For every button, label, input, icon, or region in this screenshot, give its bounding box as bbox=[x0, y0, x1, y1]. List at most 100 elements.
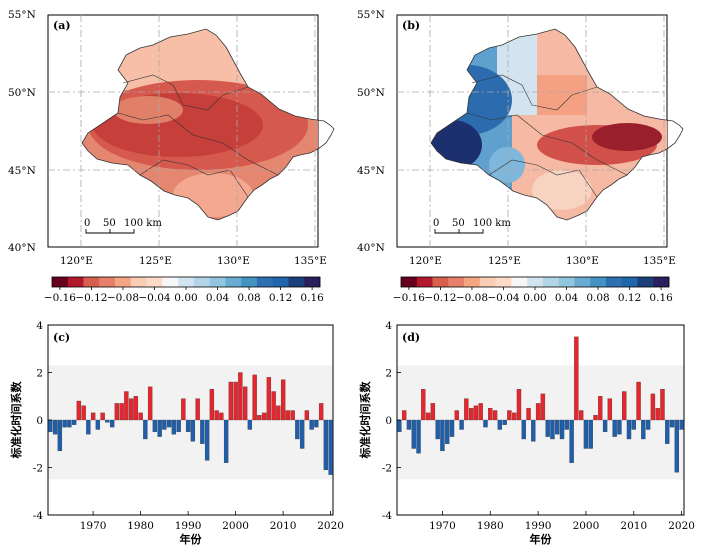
bar bbox=[631, 419, 636, 430]
colorbar-tick-label: −0.04 bbox=[138, 292, 170, 304]
bar bbox=[95, 419, 101, 430]
colorbar-swatch bbox=[130, 277, 147, 287]
y-tick-label: -4 bbox=[33, 510, 44, 522]
svg-text:40°N: 40°N bbox=[8, 242, 36, 254]
bar bbox=[449, 419, 455, 437]
bar bbox=[636, 381, 641, 421]
bar bbox=[421, 388, 426, 421]
bar bbox=[190, 419, 196, 442]
bar bbox=[328, 419, 333, 475]
colorbar-swatch bbox=[495, 277, 512, 287]
colorbar-swatch bbox=[653, 277, 670, 287]
bar bbox=[261, 412, 267, 421]
bar bbox=[219, 412, 224, 421]
bar bbox=[52, 419, 58, 435]
svg-text:125°E: 125°E bbox=[139, 255, 172, 267]
bar bbox=[200, 419, 205, 444]
bar bbox=[497, 419, 503, 430]
colorbar-swatch bbox=[256, 277, 274, 287]
map-grid bbox=[48, 15, 318, 247]
colorbar-tick-label: −0.16 bbox=[44, 292, 76, 304]
panel-label: (b) bbox=[402, 19, 420, 32]
bar bbox=[185, 419, 191, 433]
colorbar-swatch bbox=[146, 277, 163, 287]
colorbar-tick-label: 0.00 bbox=[523, 292, 546, 304]
y-axis-title: 标准化时间系数 bbox=[358, 381, 372, 460]
bar bbox=[655, 407, 660, 421]
colorbar-swatch bbox=[52, 277, 69, 287]
bar bbox=[257, 415, 262, 421]
colorbar-swatch bbox=[67, 277, 84, 287]
bar bbox=[124, 391, 129, 421]
svg-text:50: 50 bbox=[452, 218, 465, 229]
y-tick-label: 4 bbox=[36, 320, 43, 332]
bar bbox=[569, 419, 574, 463]
bar bbox=[435, 419, 440, 440]
scale-bar: 0 50 100 km bbox=[433, 218, 511, 234]
x-tick-label: 2020 bbox=[668, 520, 695, 532]
bar bbox=[209, 388, 215, 421]
colorbar-tick-label: 0.16 bbox=[649, 292, 673, 304]
svg-text:130°E: 130°E bbox=[566, 255, 599, 267]
bar bbox=[252, 374, 257, 421]
bar bbox=[233, 381, 238, 421]
colorbar-swatch bbox=[511, 277, 528, 287]
bar bbox=[660, 388, 665, 421]
svg-text:55°N: 55°N bbox=[8, 9, 36, 21]
bar bbox=[67, 419, 72, 428]
bar bbox=[242, 386, 248, 421]
bar bbox=[100, 412, 105, 421]
x-axis-title: 年份 bbox=[530, 532, 553, 546]
y-tick-label: 0 bbox=[385, 415, 392, 427]
bar bbox=[416, 419, 421, 454]
colorbar-swatch bbox=[241, 277, 258, 287]
bar bbox=[157, 419, 162, 437]
x-tick-label: 2010 bbox=[270, 520, 297, 532]
bar bbox=[81, 405, 86, 421]
colorbar-tick-label: 0.16 bbox=[300, 292, 324, 304]
colorbar-tick-label: 0.00 bbox=[174, 292, 197, 304]
svg-text:40°N: 40°N bbox=[357, 242, 385, 254]
svg-text:135°E: 135°E bbox=[294, 255, 327, 267]
colorbar-swatch bbox=[99, 277, 116, 287]
colorbar-swatch bbox=[621, 277, 638, 287]
svg-text:45°N: 45°N bbox=[8, 165, 36, 177]
svg-text:0: 0 bbox=[433, 218, 439, 229]
bar bbox=[401, 410, 407, 421]
map-a-lat-labels: 55°N 50°N 45°N 40°N bbox=[8, 9, 36, 254]
svg-text:50°N: 50°N bbox=[357, 87, 385, 99]
bar bbox=[468, 407, 474, 421]
colorbar-swatch bbox=[304, 277, 321, 287]
colorbar-swatch bbox=[605, 277, 623, 287]
svg-text:50°N: 50°N bbox=[8, 87, 36, 99]
bar bbox=[425, 412, 431, 421]
bar bbox=[669, 419, 675, 428]
bar bbox=[612, 419, 617, 437]
bar bbox=[550, 419, 555, 440]
x-tick-label: 1980 bbox=[127, 520, 154, 532]
colorbar-swatch bbox=[590, 277, 607, 287]
bar bbox=[143, 419, 148, 440]
bar bbox=[318, 403, 324, 421]
bar bbox=[86, 419, 91, 435]
bar bbox=[488, 407, 493, 421]
bar bbox=[535, 403, 541, 421]
svg-text:100 km: 100 km bbox=[124, 218, 162, 229]
bar bbox=[285, 410, 291, 421]
bar-chart-c: 4 2 0 -2 -4 1970 1980 1990 2000 2010 2020 (c) 年份 标准化时… bbox=[9, 320, 344, 546]
bar bbox=[171, 419, 177, 435]
colorbar-a: −0.16 −0.12 −0.08 −0.04 0.00 0.04 0.08 0.12 0.16 bbox=[44, 276, 324, 304]
colorbar-tick-label: −0.04 bbox=[487, 292, 519, 304]
bar bbox=[459, 419, 464, 430]
bar bbox=[674, 419, 680, 473]
bar bbox=[406, 419, 412, 430]
colorbar-swatch bbox=[637, 277, 654, 287]
map-panel-a: (a) 0 50 100 km bbox=[47, 14, 335, 248]
colorbar-tick-label: −0.08 bbox=[107, 292, 139, 304]
plot-backdrop bbox=[397, 365, 684, 480]
x-tick-label: 1980 bbox=[477, 520, 504, 532]
bar bbox=[602, 419, 608, 433]
y-tick-label: 2 bbox=[36, 368, 43, 380]
bar bbox=[440, 419, 445, 452]
colorbar-tick-label: −0.08 bbox=[456, 292, 488, 304]
